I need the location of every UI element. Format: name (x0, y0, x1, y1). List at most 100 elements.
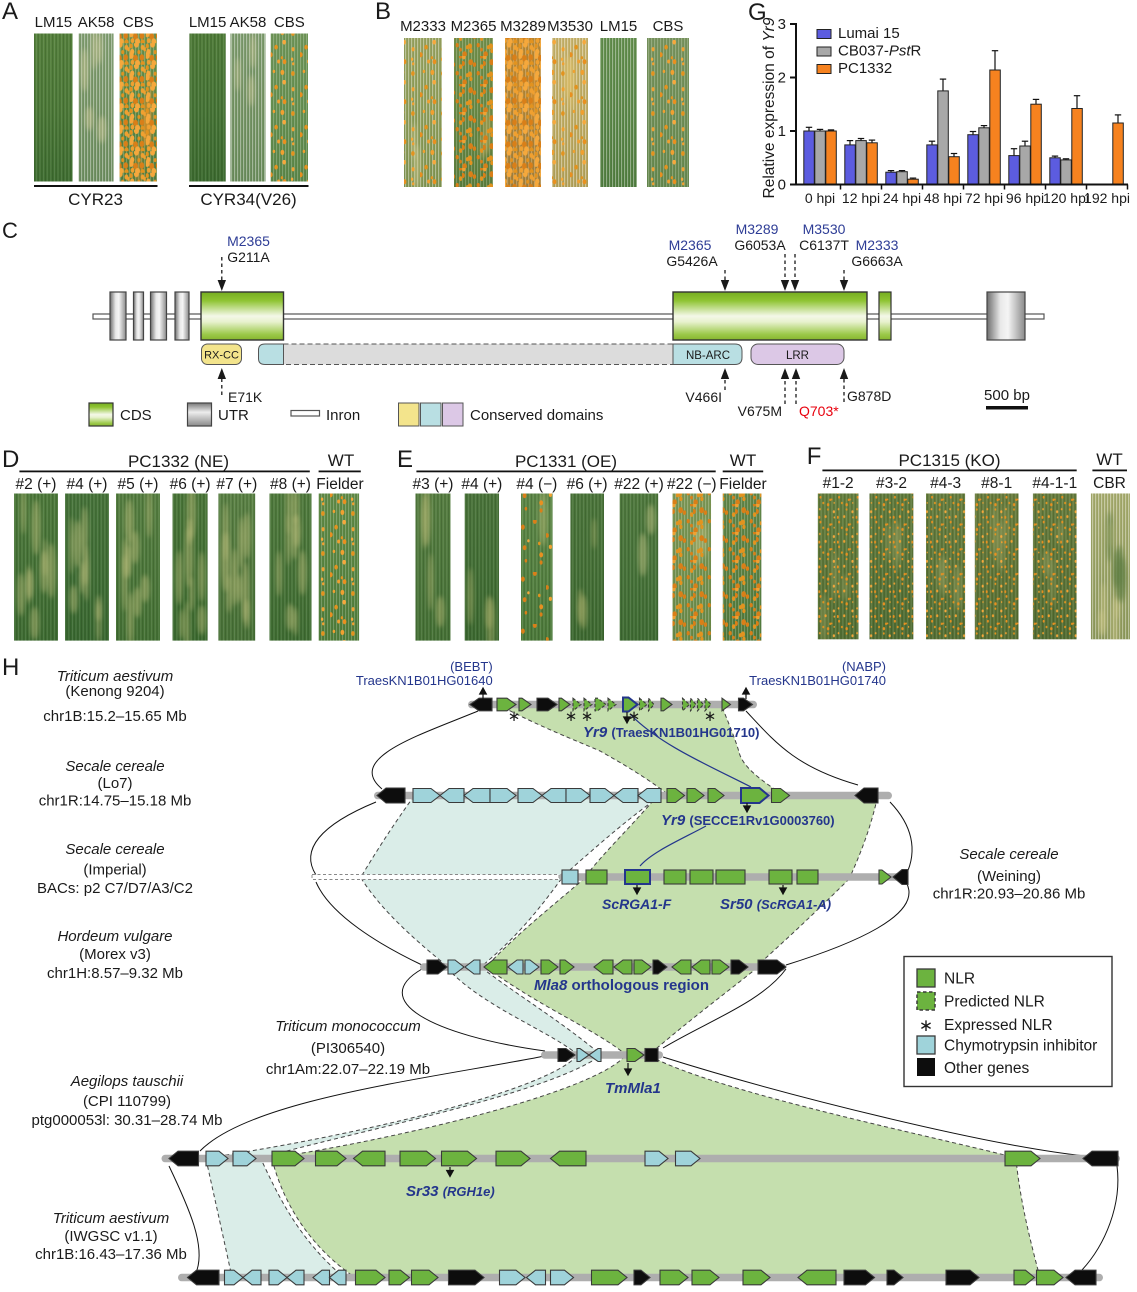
svg-text:TmMla1: TmMla1 (605, 1080, 661, 1097)
svg-text:192 hpi: 192 hpi (1084, 190, 1130, 206)
svg-text:chr1R:14.75–15.18 Mb: chr1R:14.75–15.18 Mb (39, 793, 192, 810)
svg-text:CBS: CBS (274, 14, 305, 31)
svg-text:(Imperial): (Imperial) (83, 862, 146, 879)
svg-text:#3-2: #3-2 (876, 475, 907, 492)
svg-text:(PI306540): (PI306540) (311, 1040, 385, 1057)
svg-text:M2333: M2333 (856, 237, 899, 253)
svg-text:C6137T: C6137T (799, 237, 849, 253)
svg-text:500 bp: 500 bp (984, 387, 1030, 404)
svg-text:G878D: G878D (847, 388, 891, 404)
svg-text:#4-1-1: #4-1-1 (1032, 475, 1077, 492)
svg-text:Chymotrypsin inhibitor: Chymotrypsin inhibitor (944, 1038, 1097, 1055)
svg-text:(CPI 110799): (CPI 110799) (83, 1093, 171, 1110)
svg-text:Yr9 (TraesKN1B01HG01710): Yr9 (TraesKN1B01HG01710) (583, 724, 760, 741)
svg-text:Sr33 (RGH1e): Sr33 (RGH1e) (406, 1183, 495, 1200)
svg-text:∗: ∗ (704, 708, 717, 725)
svg-text:NLR: NLR (944, 971, 975, 988)
svg-text:Secale cereale: Secale cereale (65, 758, 164, 775)
svg-text:NB-ARC: NB-ARC (686, 350, 730, 362)
svg-text:BACs: p2 C7/D7/A3/C2: BACs: p2 C7/D7/A3/C2 (37, 880, 193, 897)
svg-text:ScRGA1-F: ScRGA1-F (602, 896, 672, 912)
svg-text:#6 (+): #6 (+) (170, 476, 211, 493)
svg-text:#6 (+): #6 (+) (567, 476, 608, 493)
svg-text:#5 (+): #5 (+) (118, 476, 159, 493)
svg-text:(Morex v3): (Morex v3) (79, 946, 151, 963)
svg-text:WT: WT (730, 451, 756, 470)
svg-text:M2365: M2365 (669, 237, 712, 253)
svg-text:ptg000053l: 30.31–28.74 Mb: ptg000053l: 30.31–28.74 Mb (32, 1112, 223, 1129)
svg-text:12 hpi: 12 hpi (842, 190, 880, 206)
svg-text:Triticum aestivum: Triticum aestivum (53, 1210, 169, 1227)
svg-text:(IWGSC v1.1): (IWGSC v1.1) (64, 1228, 157, 1245)
svg-text:D: D (2, 446, 19, 473)
svg-text:96 hpi: 96 hpi (1006, 190, 1044, 206)
svg-text:#22 (+): #22 (+) (614, 476, 664, 493)
svg-text:E: E (397, 446, 413, 473)
svg-text:CBS: CBS (653, 18, 684, 35)
svg-text:AK58: AK58 (230, 14, 267, 31)
svg-text:V466I: V466I (685, 389, 722, 405)
svg-text:∗: ∗ (581, 708, 594, 725)
svg-text:M2365: M2365 (451, 18, 497, 35)
svg-text:(BEBT): (BEBT) (450, 659, 493, 674)
svg-text:Secale cereale: Secale cereale (65, 841, 164, 858)
svg-text:#4 (−): #4 (−) (516, 476, 557, 493)
svg-text:CBR: CBR (1093, 475, 1126, 492)
svg-text:#4-3: #4-3 (930, 475, 961, 492)
svg-text:48 hpi: 48 hpi (924, 190, 962, 206)
svg-text:Hordeum vulgare: Hordeum vulgare (57, 928, 172, 945)
svg-text:H: H (2, 654, 19, 681)
svg-text:Triticum aestivum: Triticum aestivum (57, 668, 173, 685)
svg-text:#22 (−): #22 (−) (667, 476, 717, 493)
svg-text:CYR23: CYR23 (68, 190, 123, 209)
svg-text:PC1315 (KO): PC1315 (KO) (898, 451, 1000, 470)
svg-text:WT: WT (328, 451, 354, 470)
svg-text:1: 1 (778, 123, 786, 140)
svg-text:CYR34(V26): CYR34(V26) (200, 190, 296, 209)
svg-text:0 hpi: 0 hpi (805, 190, 835, 206)
svg-text:F: F (807, 443, 822, 470)
svg-text:M3530: M3530 (547, 18, 593, 35)
svg-text:Yr9 (SECCE1Rv1G0003760): Yr9 (SECCE1Rv1G0003760) (661, 812, 835, 829)
svg-text:WT: WT (1096, 450, 1122, 469)
svg-text:chr1B:16.43–17.36 Mb: chr1B:16.43–17.36 Mb (35, 1246, 187, 1263)
svg-text:CBS: CBS (123, 14, 154, 31)
svg-text:E71K: E71K (228, 389, 263, 405)
svg-text:#7 (+): #7 (+) (216, 476, 257, 493)
svg-text:M3289: M3289 (736, 221, 779, 237)
svg-text:Expressed NLR: Expressed NLR (944, 1017, 1053, 1034)
svg-text:Other genes: Other genes (944, 1060, 1030, 1077)
svg-text:Fielder: Fielder (719, 476, 766, 493)
svg-text:3: 3 (778, 16, 786, 33)
svg-text:72 hpi: 72 hpi (965, 190, 1003, 206)
svg-text:UTR: UTR (218, 407, 249, 424)
svg-text:∗: ∗ (919, 1016, 933, 1035)
svg-text:M2333: M2333 (400, 18, 446, 35)
svg-text:#8-1: #8-1 (981, 475, 1012, 492)
svg-text:Mla8 orthologous region: Mla8 orthologous region (534, 977, 709, 994)
svg-text:B: B (375, 0, 391, 25)
svg-text:(Weining): (Weining) (977, 868, 1041, 885)
svg-text:PC1332 (NE): PC1332 (NE) (128, 452, 229, 471)
svg-text:M3530: M3530 (803, 221, 846, 237)
svg-text:G5426A: G5426A (666, 253, 718, 269)
svg-text:G211A: G211A (227, 249, 270, 265)
svg-text:(Kenong 9204): (Kenong 9204) (65, 683, 164, 700)
svg-text:#3 (+): #3 (+) (413, 476, 454, 493)
svg-text:chr1B:15.2–15.65 Mb: chr1B:15.2–15.65 Mb (43, 708, 186, 725)
svg-text:LM15: LM15 (600, 18, 638, 35)
svg-text:LM15: LM15 (189, 14, 227, 31)
svg-text:Aegilops tauschii: Aegilops tauschii (70, 1073, 184, 1090)
svg-text:∗: ∗ (565, 708, 578, 725)
svg-text:#1-2: #1-2 (823, 475, 854, 492)
svg-text:#2 (+): #2 (+) (16, 476, 57, 493)
svg-text:G6663A: G6663A (851, 253, 903, 269)
svg-text:TraesKN1B01HG01740: TraesKN1B01HG01740 (749, 673, 886, 688)
svg-text:Inron: Inron (326, 407, 360, 424)
svg-text:(NABP): (NABP) (842, 659, 886, 674)
svg-text:M3289: M3289 (500, 18, 546, 35)
svg-text:LRR: LRR (786, 350, 809, 362)
svg-text:PC1331 (OE): PC1331 (OE) (515, 452, 617, 471)
svg-text:G6053A: G6053A (734, 237, 786, 253)
svg-text:V675M: V675M (738, 403, 782, 419)
